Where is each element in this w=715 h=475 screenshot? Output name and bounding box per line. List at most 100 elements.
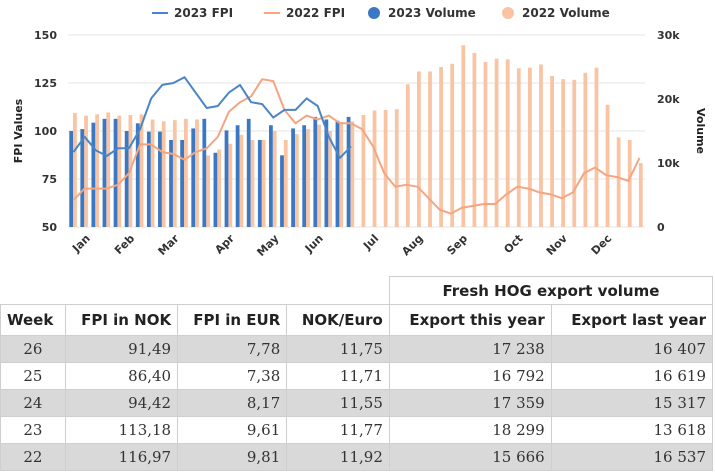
- fpi-lines: [72, 76, 641, 215]
- y-right-tick-label: 30k: [657, 29, 680, 42]
- column-header-nok-euro: NOK/Euro: [286, 304, 390, 336]
- cell-nok-euro: 11,75: [286, 335, 390, 363]
- export-table: Fresh HOG export volume Week FPI in NOK …: [0, 276, 714, 471]
- legend-label: 2022 FPI: [286, 6, 345, 20]
- bar-2023-volume: [102, 118, 107, 227]
- bar-2022-volume: [239, 134, 244, 227]
- bar-2022-volume: [428, 71, 432, 227]
- table-row: 22 116,97 9,81 11,92 15 666 16 537: [0, 443, 714, 471]
- bar-2022-volume: [283, 139, 288, 227]
- bar-2023-volume: [113, 118, 118, 227]
- fpi-volume-chart: 2023 FPI 2022 FPI 2023 Volume 2022 Volume 1…: [12, 6, 707, 259]
- bar-2022-volume: [594, 67, 599, 227]
- y-left-axis-title: FPI Values: [12, 98, 25, 163]
- cell-fpi-nok: 86,40: [64, 362, 179, 390]
- bar-2023-volume: [246, 118, 251, 227]
- y-left-tick-label: 150: [34, 29, 57, 42]
- bar-2023-volume: [335, 120, 340, 227]
- y-right-tick-label: 10k: [657, 157, 680, 170]
- x-tick-label: Dec: [589, 232, 615, 258]
- bar-2022-volume: [472, 52, 477, 227]
- legend-dot-marker: [502, 7, 514, 19]
- y-left-tick-label: 75: [42, 173, 57, 186]
- column-header-fpi-nok: FPI in NOK: [64, 304, 179, 336]
- bar-2023-volume: [180, 139, 185, 227]
- x-tick-label: Mar: [156, 232, 182, 258]
- cell-fpi-eur: 7,78: [177, 335, 288, 363]
- bar-2022-volume: [139, 114, 144, 227]
- bar-2022-volume: [539, 64, 543, 227]
- bar-2022-volume: [550, 75, 554, 228]
- bar-2023-volume: [302, 125, 307, 227]
- bar-2022-volume: [372, 110, 377, 227]
- bar-2023-volume: [135, 123, 140, 227]
- bar-2022-volume: [272, 131, 277, 227]
- cell-export-this-year: 17 238: [388, 335, 552, 363]
- bar-2022-volume: [627, 139, 632, 227]
- table-header-row: Week FPI in NOK FPI in EUR NOK/Euro Expo…: [0, 304, 714, 336]
- bar-2022-volume: [561, 79, 566, 227]
- y-right-tick-label: 20k: [657, 93, 680, 106]
- x-tick-label: Apr: [212, 232, 237, 257]
- cell-fpi-nok: 116,97: [64, 443, 179, 471]
- bar-2022-volume: [605, 104, 610, 227]
- cell-export-last-year: 16 407: [550, 335, 714, 363]
- x-tick-label: Sep: [444, 232, 470, 258]
- bar-2022-volume: [161, 121, 166, 227]
- bar-2022-volume: [73, 113, 77, 227]
- cell-week: 22: [0, 443, 66, 471]
- table-row: 23 113,18 9,61 11,77 18 299 13 618: [0, 416, 714, 444]
- line-2022-fpi: [72, 78, 641, 215]
- bar-2023-volume: [324, 119, 329, 227]
- bar-2023-volume: [224, 130, 229, 227]
- chart-legend: 2023 FPI 2022 FPI 2023 Volume 2022 Volume: [152, 6, 610, 20]
- bar-2023-volume: [191, 128, 196, 227]
- bar-2022-volume: [505, 59, 510, 227]
- bar-2023-volume: [291, 128, 295, 227]
- bar-2022-volume: [483, 61, 488, 227]
- group-header-export: Fresh HOG export volume: [388, 276, 714, 305]
- bar-2023-volume: [269, 125, 273, 227]
- bar-2022-volume: [195, 119, 199, 227]
- bar-2023-volume: [91, 122, 96, 227]
- bar-2023-volume: [257, 139, 262, 227]
- x-tick-label: Nov: [544, 231, 571, 258]
- bar-2022-volume: [228, 143, 233, 227]
- bar-2023-volume: [158, 131, 162, 227]
- x-tick-label: Jul: [360, 232, 381, 253]
- bar-2023-volume: [69, 131, 74, 227]
- bar-2023-volume: [146, 131, 151, 227]
- bar-2023-volume: [202, 118, 207, 227]
- cell-fpi-eur: 8,17: [177, 389, 288, 417]
- cell-fpi-eur: 7,38: [177, 362, 288, 390]
- bar-2023-volume: [124, 131, 129, 227]
- cell-nok-euro: 11,77: [286, 416, 390, 444]
- bar-2022-volume: [394, 109, 399, 227]
- bar-2022-volume: [417, 71, 421, 227]
- bar-2022-volume: [405, 84, 410, 227]
- x-tick-label: Oct: [501, 232, 525, 256]
- bar-2022-volume: [184, 118, 188, 227]
- cell-export-last-year: 16 619: [550, 362, 714, 390]
- bar-2022-volume: [450, 63, 455, 227]
- bar-2022-volume: [350, 121, 355, 227]
- cell-nok-euro: 11,92: [286, 443, 390, 471]
- cell-export-last-year: 13 618: [550, 416, 714, 444]
- cell-fpi-nok: 94,42: [64, 389, 179, 417]
- bar-2023-volume: [235, 125, 240, 227]
- bar-2023-volume: [213, 152, 218, 227]
- cell-export-last-year: 15 317: [550, 389, 714, 417]
- x-tick-label: Aug: [399, 232, 425, 258]
- bar-2022-volume: [95, 114, 100, 227]
- cell-fpi-eur: 9,61: [177, 416, 288, 444]
- x-tick-label: Jan: [69, 232, 93, 256]
- bar-2022-volume: [383, 109, 388, 227]
- volume-bars: [69, 45, 643, 228]
- legend-label: 2023 FPI: [174, 6, 233, 20]
- bar-2022-volume: [339, 122, 344, 227]
- bar-2022-volume: [306, 129, 310, 227]
- y-left-tick-label: 125: [34, 77, 57, 90]
- bar-2023-volume: [313, 116, 318, 227]
- cell-nok-euro: 11,71: [286, 362, 390, 390]
- table-row: 24 94,42 8,17 11,55 17 359 15 317: [0, 389, 714, 417]
